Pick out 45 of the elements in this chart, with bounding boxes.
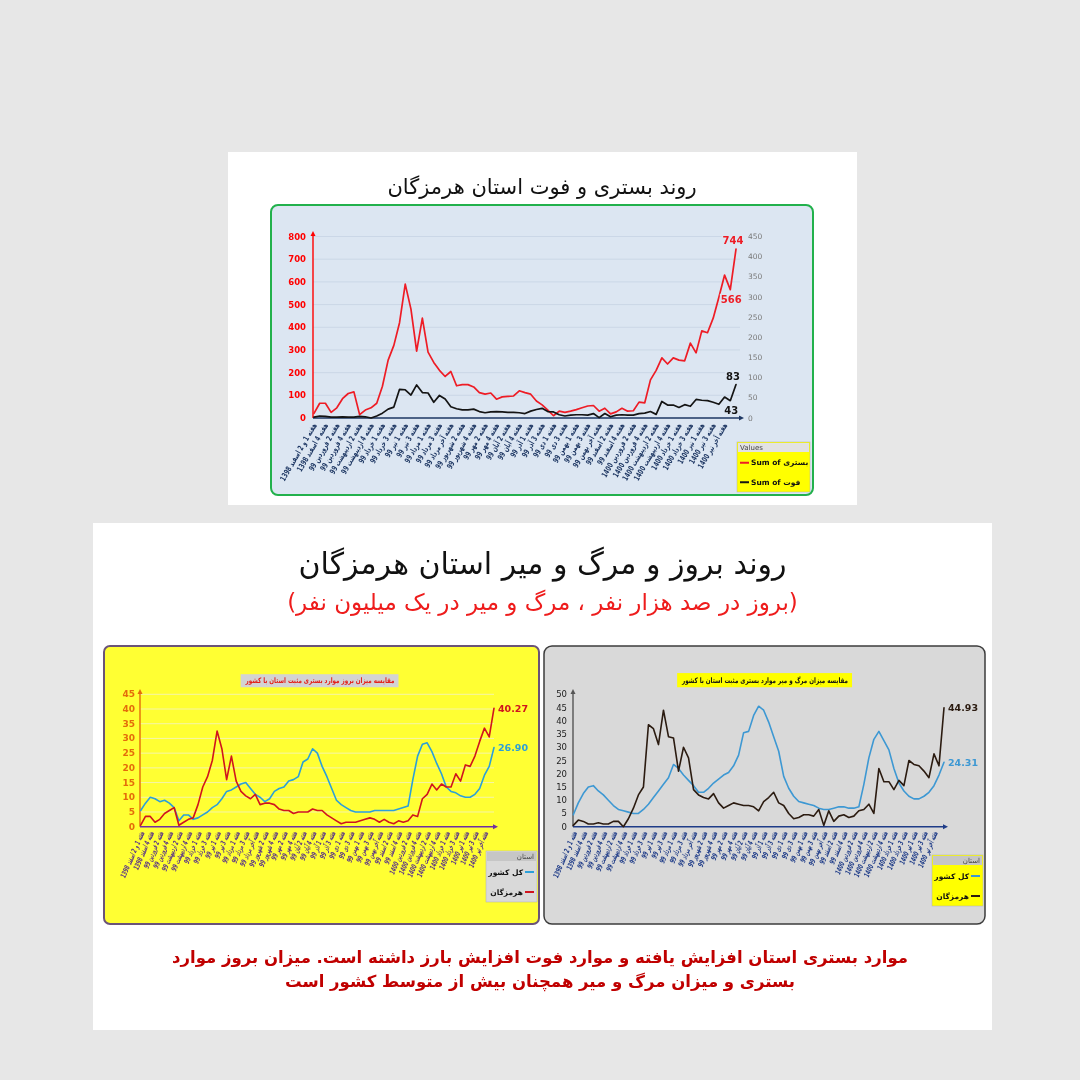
y-tick-label: 45 — [122, 689, 135, 700]
y-tick-label: 35 — [122, 718, 135, 729]
line-series — [139, 742, 495, 822]
y-tick-label: 10 — [556, 795, 567, 806]
y-tick-label: 0 — [561, 821, 567, 832]
y-tick-label: 400 — [288, 322, 307, 333]
line-series — [139, 707, 495, 827]
y-tick-label: 700 — [288, 254, 307, 265]
y-tick-label: 45 — [556, 702, 567, 713]
data-label: 566 — [720, 293, 742, 305]
y-tick-label: 40 — [556, 715, 567, 726]
text: (بروز در صد هزار نفر ، مرگ و میر در یک میلیون نفر) — [286, 588, 799, 618]
data-label: 26.90 — [498, 742, 529, 754]
data-label: 40.27 — [498, 702, 529, 714]
y-tick-label: 25 — [556, 755, 567, 766]
y-tick-label: 600 — [288, 276, 307, 287]
data-label: 24.31 — [948, 756, 979, 768]
y-tick-label: 200 — [288, 367, 307, 378]
y-tick-label: 15 — [122, 777, 135, 788]
text: روند بروز و مرگ و میر استان هرمزگان — [297, 545, 788, 584]
data-label: 83 — [726, 370, 740, 382]
y-tick-label: 25 — [122, 748, 135, 759]
y-tick-label: 30 — [122, 733, 135, 744]
y-tick-label: 35 — [556, 729, 567, 740]
y-tick-label: 500 — [288, 299, 307, 310]
y-tick-label: 30 — [556, 742, 567, 753]
y-tick-label: 100 — [288, 390, 307, 401]
y-tick-label: 0 — [128, 821, 135, 832]
data-label: 44.93 — [948, 702, 979, 714]
y-tick-label: 0 — [300, 413, 307, 423]
data-label: 43 — [724, 404, 739, 416]
y-tick-label: 5 — [561, 808, 567, 819]
y-tick-label: 300 — [288, 344, 307, 355]
y-tick-label: 5 — [128, 806, 135, 817]
y-tick-label: 40 — [122, 704, 135, 715]
line-series — [313, 383, 737, 419]
text: موارد بستری استان افزایش یافته و موارد فوت افزایش بارز داشته است. میزان بروز موارد بستری و میزان مرگ و میر همچنان بیش از متوسط کشور است — [171, 947, 909, 994]
y-tick-label: 800 — [288, 231, 307, 242]
y-tick-label: 15 — [556, 781, 567, 792]
y-tick-label: 20 — [556, 768, 567, 779]
chart-title: روند بستری و فوت استان هرمزگان — [387, 175, 697, 199]
y-tick-label: 20 — [122, 762, 135, 773]
y-tick-label: 10 — [122, 792, 135, 803]
data-label: 744 — [722, 235, 744, 247]
y-tick-label: 50 — [556, 689, 567, 700]
